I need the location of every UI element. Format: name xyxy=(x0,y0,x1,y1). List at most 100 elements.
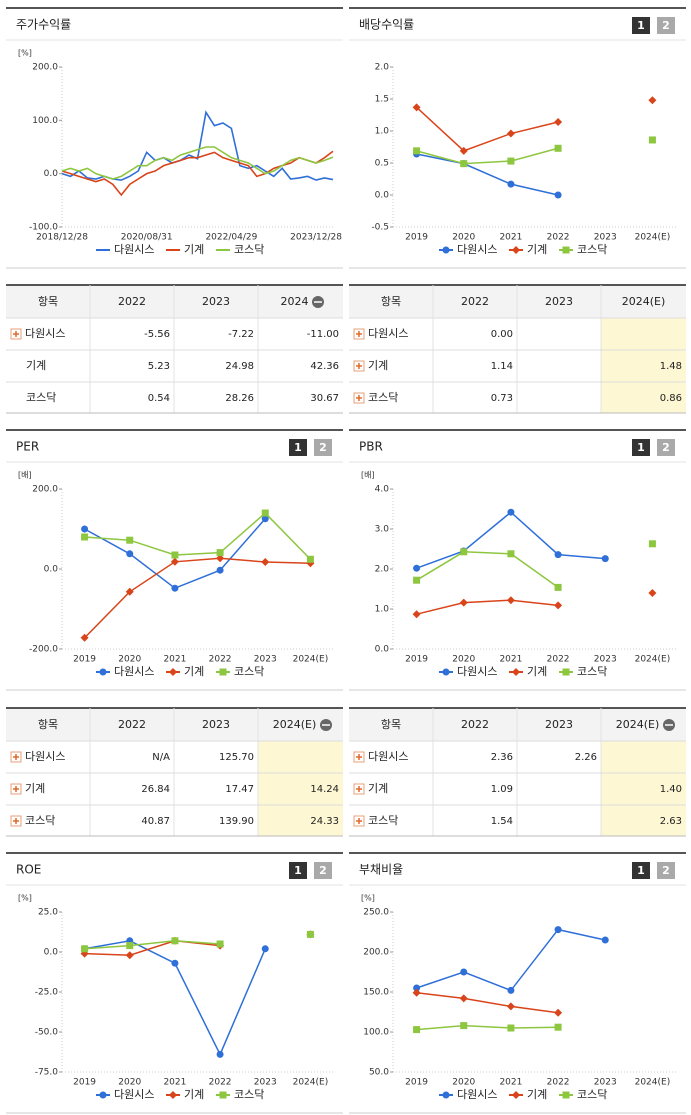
y-tick-label: 0.0 xyxy=(375,645,390,655)
series-line xyxy=(84,940,221,950)
chart-title: 부채비율 xyxy=(359,863,403,877)
row-label: 기계 xyxy=(25,782,45,795)
page-button[interactable] xyxy=(314,439,332,456)
page-button[interactable] xyxy=(657,439,675,456)
point xyxy=(601,936,609,944)
legend-label: 코스닥 xyxy=(234,243,264,256)
y-tick-label: -100.0 xyxy=(29,223,58,233)
column-header: 2024(E) xyxy=(622,295,666,308)
page-button[interactable] xyxy=(632,17,650,34)
x-tick-label: 2023 xyxy=(254,1078,277,1088)
x-tick-label: 2021 xyxy=(499,655,522,665)
series-line xyxy=(416,551,559,589)
y-tick-label: -75.0 xyxy=(35,1068,59,1078)
point xyxy=(648,136,656,144)
point xyxy=(507,1024,515,1032)
expand-icon-plus xyxy=(13,786,19,792)
y-tick-label: 0.0 xyxy=(44,948,59,958)
x-tick-label: 2024(E) xyxy=(635,233,671,243)
page-button[interactable] xyxy=(632,439,650,456)
cell: 14.24 xyxy=(310,784,339,795)
row-label: 기계 xyxy=(368,782,388,795)
point xyxy=(80,949,89,958)
point xyxy=(507,550,515,558)
point xyxy=(413,984,421,992)
series-line xyxy=(84,940,221,956)
point xyxy=(506,596,515,605)
page-button[interactable] xyxy=(289,439,307,456)
y-tick-label: 0.5 xyxy=(375,159,389,169)
point xyxy=(459,146,468,155)
chart-title: 주가수익률 xyxy=(16,18,71,32)
series-line xyxy=(84,940,266,1057)
x-tick-label: 2021 xyxy=(499,233,522,243)
point xyxy=(648,589,657,597)
row-label: 다원시스 xyxy=(368,750,408,763)
page-button[interactable] xyxy=(289,862,307,879)
point xyxy=(261,945,269,953)
x-tick-label: 2022 xyxy=(547,655,570,665)
cell: 26.84 xyxy=(141,784,170,795)
point xyxy=(171,959,179,967)
series-line xyxy=(84,512,311,560)
cell: 17.47 xyxy=(225,784,254,795)
highlight-col xyxy=(258,741,343,836)
legend-label: 다원시스 xyxy=(457,1088,497,1101)
y-tick-label: 1.5 xyxy=(375,95,389,105)
y-tick-label: 150.0 xyxy=(363,988,389,998)
x-tick-label: 2020 xyxy=(118,655,141,665)
point xyxy=(554,926,562,934)
cell: 0.00 xyxy=(491,329,513,340)
series-line xyxy=(416,511,606,569)
point xyxy=(507,180,515,188)
point xyxy=(306,555,314,563)
page-button[interactable] xyxy=(632,862,650,879)
page-button[interactable] xyxy=(657,17,675,34)
legend-label: 기계 xyxy=(527,1088,547,1101)
cell: 40.87 xyxy=(141,816,170,827)
series-line xyxy=(416,992,559,1014)
chart-title: 배당수익률 xyxy=(359,18,414,32)
x-tick-label: 2022 xyxy=(209,1078,232,1088)
x-tick-label: 2023/12/28 xyxy=(290,233,342,243)
legend-label: 코스닥 xyxy=(577,243,607,256)
point xyxy=(81,533,89,541)
point xyxy=(81,525,89,533)
cell: 30.67 xyxy=(310,393,339,404)
point xyxy=(171,584,179,592)
legend-label: 다원시스 xyxy=(457,243,497,256)
x-tick-label: 2023 xyxy=(594,1078,617,1088)
chart-panel: 주가수익률 [%] -100.0 0.0 100.0 200.0 2018/12/28 202… xyxy=(6,7,343,269)
row-label: 기계 xyxy=(26,359,46,372)
column-header: 항목 xyxy=(38,295,58,308)
x-tick-label: 2022/04/29 xyxy=(205,233,257,243)
page-button-label: 1 xyxy=(294,864,302,877)
point xyxy=(171,551,179,559)
legend-label: 코스닥 xyxy=(234,1088,264,1101)
x-tick-label: 2019 xyxy=(73,1078,96,1088)
chart-panel: ROE 1 2 [%] -75.0 -50.0 -25.0 0.0 25.0 2019 2020 20… xyxy=(6,852,343,1114)
chart-title: ROE xyxy=(16,863,41,877)
row-label: 다원시스 xyxy=(368,327,408,340)
row-label: 코스닥 xyxy=(26,391,56,404)
cell: 24.98 xyxy=(225,361,254,372)
x-tick-label: 2024(E) xyxy=(635,655,671,665)
cell: 2.26 xyxy=(575,752,597,763)
x-tick-label: 2024(E) xyxy=(293,1078,329,1088)
x-tick-label: 2019 xyxy=(405,655,428,665)
row-label: 코스닥 xyxy=(368,391,398,404)
cell: 0.54 xyxy=(148,393,170,404)
x-tick-label: 2022 xyxy=(547,1078,570,1088)
page-button[interactable] xyxy=(657,862,675,879)
x-tick-label: 2019 xyxy=(405,233,428,243)
point xyxy=(460,1022,468,1030)
x-tick-label: 2020 xyxy=(452,233,475,243)
column-header: 2023 xyxy=(202,295,230,308)
point xyxy=(506,129,515,138)
column-header: 항목 xyxy=(381,718,401,731)
page-button[interactable] xyxy=(314,862,332,879)
point xyxy=(442,246,450,254)
column-header: 2023 xyxy=(545,718,573,731)
expand-icon-plus xyxy=(356,786,362,792)
chart-title: PBR xyxy=(359,440,383,454)
